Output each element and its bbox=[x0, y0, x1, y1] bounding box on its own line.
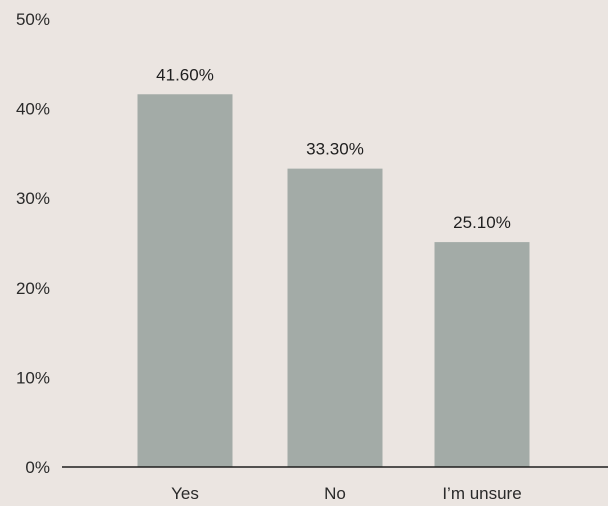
data-label-2: 25.10% bbox=[453, 213, 511, 232]
category-label-1: No bbox=[324, 484, 346, 503]
y-axis-ticks: 0% 10% 20% 30% 40% 50% bbox=[16, 10, 50, 477]
y-tick-label-50: 50% bbox=[16, 10, 50, 29]
bars bbox=[137, 94, 530, 467]
bar-0 bbox=[137, 94, 233, 467]
y-tick-label-40: 40% bbox=[16, 100, 50, 119]
category-label-2: I’m unsure bbox=[442, 484, 521, 503]
y-tick-label-20: 20% bbox=[16, 279, 50, 298]
category-label-0: Yes bbox=[171, 484, 199, 503]
data-label-0: 41.60% bbox=[156, 65, 214, 84]
y-tick-label-10: 10% bbox=[16, 368, 50, 387]
x-axis-labels: Yes No I’m unsure bbox=[171, 484, 522, 503]
data-labels: 41.60% 33.30% 25.10% bbox=[156, 65, 511, 232]
y-tick-label-0: 0% bbox=[25, 458, 50, 477]
bar-2 bbox=[434, 242, 530, 467]
bar-1 bbox=[287, 168, 383, 467]
y-tick-label-30: 30% bbox=[16, 189, 50, 208]
data-label-1: 33.30% bbox=[306, 140, 364, 159]
